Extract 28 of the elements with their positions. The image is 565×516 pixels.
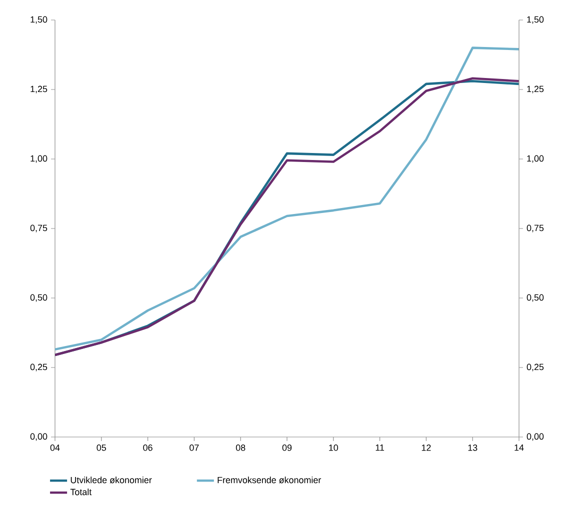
y2-tick-label: 0,00 <box>30 433 48 441</box>
x-tick-label: 08 <box>236 444 246 451</box>
y2-tick-label: 0,25 <box>30 364 48 372</box>
y-tick-label: 1,00 <box>527 155 544 163</box>
x-tick-label: 05 <box>96 444 106 451</box>
legend-label: Fremvoksende økonomier <box>218 476 322 484</box>
x-tick-label: 11 <box>376 444 384 451</box>
x-tick-label: 06 <box>143 444 152 451</box>
x-tick-label: 07 <box>190 444 199 451</box>
y-tick-label: 1,50 <box>527 16 544 24</box>
x-tick-label: 14 <box>514 444 524 451</box>
y2-tick-label: 0,75 <box>30 224 48 232</box>
x-tick-label: 09 <box>282 444 292 451</box>
x-tick-label: 10 <box>329 444 338 451</box>
y-tick-label: 0,25 <box>526 364 544 372</box>
legend-label: Totalt <box>70 488 92 496</box>
x-tick-label: 13 <box>468 444 478 451</box>
x-tick-label: 12 <box>422 444 431 451</box>
y2-tick-label: 1,50 <box>30 16 48 24</box>
y-tick-label: 0,75 <box>526 224 544 232</box>
legend-label: Utviklede økonomier <box>70 476 152 484</box>
x-tick-label: 04 <box>50 444 60 451</box>
y2-tick-label: 1,25 <box>30 86 48 94</box>
y-tick-label: 1,25 <box>527 86 544 94</box>
y2-tick-label: 0,50 <box>30 294 48 302</box>
y-tick-label: 0,00 <box>526 433 544 441</box>
y-tick-label: 0,50 <box>526 294 544 302</box>
y2-tick-label: 1,00 <box>30 155 48 163</box>
